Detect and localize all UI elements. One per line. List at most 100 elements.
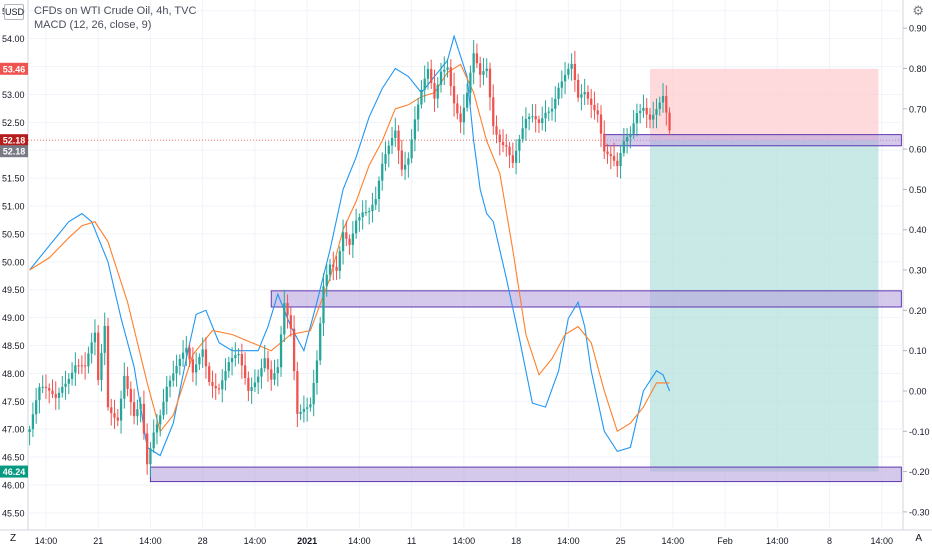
- macd-tick-label: 0.20: [909, 306, 927, 316]
- time-tick-label: 18: [511, 536, 521, 546]
- candle-body: [612, 156, 616, 161]
- macd-tick-label: 0.70: [909, 104, 927, 114]
- candle-body: [123, 375, 126, 399]
- candle-body: [472, 53, 475, 73]
- candle-body: [606, 151, 609, 155]
- price-badge-label: 46.24: [3, 467, 26, 477]
- zoom-label[interactable]: Z: [10, 533, 17, 544]
- symbol-legend[interactable]: CFDs on WTI Crude Oil, 4h, TVC: [34, 5, 197, 17]
- candle-body: [364, 212, 368, 214]
- candle-body: [234, 355, 237, 358]
- macd-tick-label: 0.80: [909, 64, 927, 74]
- candle-body: [162, 401, 165, 416]
- candle-body: [283, 303, 286, 335]
- candle-body: [48, 388, 51, 391]
- candle-body: [57, 392, 61, 398]
- candle-body: [554, 98, 557, 109]
- candle-body: [485, 68, 488, 72]
- candle-body: [547, 111, 550, 113]
- candle-body: [645, 107, 648, 115]
- candle-body: [35, 400, 38, 415]
- candle-body: [495, 126, 498, 135]
- candle-body: [299, 411, 302, 414]
- candle-body: [632, 123, 635, 134]
- candle-body: [325, 274, 328, 287]
- time-tick-label: 8: [827, 536, 832, 546]
- candle-body: [420, 89, 423, 105]
- candle-body: [521, 128, 524, 140]
- candle-body: [462, 107, 466, 123]
- candle-body: [31, 414, 35, 430]
- candle-body: [214, 385, 217, 389]
- candle-body: [230, 357, 234, 363]
- candle-body: [279, 334, 283, 368]
- price-badge-label: 52.18: [3, 136, 26, 146]
- candle-body: [475, 53, 479, 64]
- candle-body: [152, 432, 155, 449]
- candle-body: [492, 97, 495, 127]
- candle-body: [70, 372, 74, 379]
- candle-body: [642, 107, 645, 111]
- indicator-legend[interactable]: MACD (12, 26, close, 9): [34, 19, 152, 31]
- candle-body: [276, 367, 279, 374]
- candle-body: [498, 134, 501, 143]
- candle-body: [93, 332, 97, 343]
- candle-body: [443, 69, 446, 72]
- candle-body: [508, 146, 511, 156]
- candle-body: [322, 286, 325, 324]
- gear-icon[interactable]: ⚙: [912, 3, 924, 18]
- candle-body: [639, 110, 642, 114]
- candle-body: [377, 180, 381, 200]
- support-resistance-zones: [149, 134, 902, 483]
- candle-body: [41, 386, 44, 388]
- candle-body: [155, 424, 159, 433]
- candle-body: [61, 386, 64, 393]
- time-tick-label: 14:00: [244, 536, 267, 546]
- candle-body: [426, 68, 430, 79]
- currency-button[interactable]: USD: [4, 4, 24, 20]
- candle-body: [312, 382, 315, 405]
- candle-body: [250, 387, 253, 391]
- risk-reward-position: [649, 68, 879, 472]
- candle-body: [132, 402, 136, 417]
- candle-body: [446, 67, 449, 70]
- candle-body: [482, 71, 485, 75]
- candle-body: [665, 96, 668, 113]
- candle-body: [113, 413, 116, 418]
- macd-tick-label: 0.40: [909, 225, 927, 235]
- candle-body: [338, 251, 341, 271]
- candle-body: [652, 114, 655, 120]
- candle-body: [172, 373, 175, 381]
- candle-body: [263, 358, 266, 369]
- candle-body: [580, 94, 583, 98]
- candle-body: [28, 429, 31, 432]
- candle-body: [191, 359, 195, 373]
- candle-body: [306, 407, 309, 409]
- candle-body: [103, 325, 106, 353]
- candle-body: [599, 114, 603, 134]
- candle-body: [452, 86, 456, 104]
- candle-body: [567, 68, 570, 75]
- candle-body: [514, 150, 518, 163]
- candle-body: [501, 142, 505, 146]
- price-badge: [0, 62, 28, 75]
- candle-body: [211, 381, 214, 386]
- price-tick-label: 52.50: [2, 118, 25, 128]
- candle-body: [243, 365, 247, 378]
- candle-body: [266, 358, 270, 370]
- candle-body: [139, 403, 142, 410]
- candle-body: [44, 386, 48, 389]
- time-tick-label: 14:00: [557, 536, 580, 546]
- candle-body: [635, 113, 639, 124]
- macd-tick-label: -0.20: [909, 467, 930, 477]
- candle-body: [407, 158, 410, 165]
- macd-line-signal: [29, 63, 670, 433]
- candle-body: [292, 328, 296, 372]
- price-tick-label: 51.00: [2, 202, 25, 212]
- auto-scale-label[interactable]: A: [915, 533, 922, 544]
- candle-body: [309, 404, 312, 408]
- candle-body: [629, 133, 632, 137]
- price-tick-label: 50.00: [2, 257, 25, 267]
- candle-body: [270, 369, 273, 380]
